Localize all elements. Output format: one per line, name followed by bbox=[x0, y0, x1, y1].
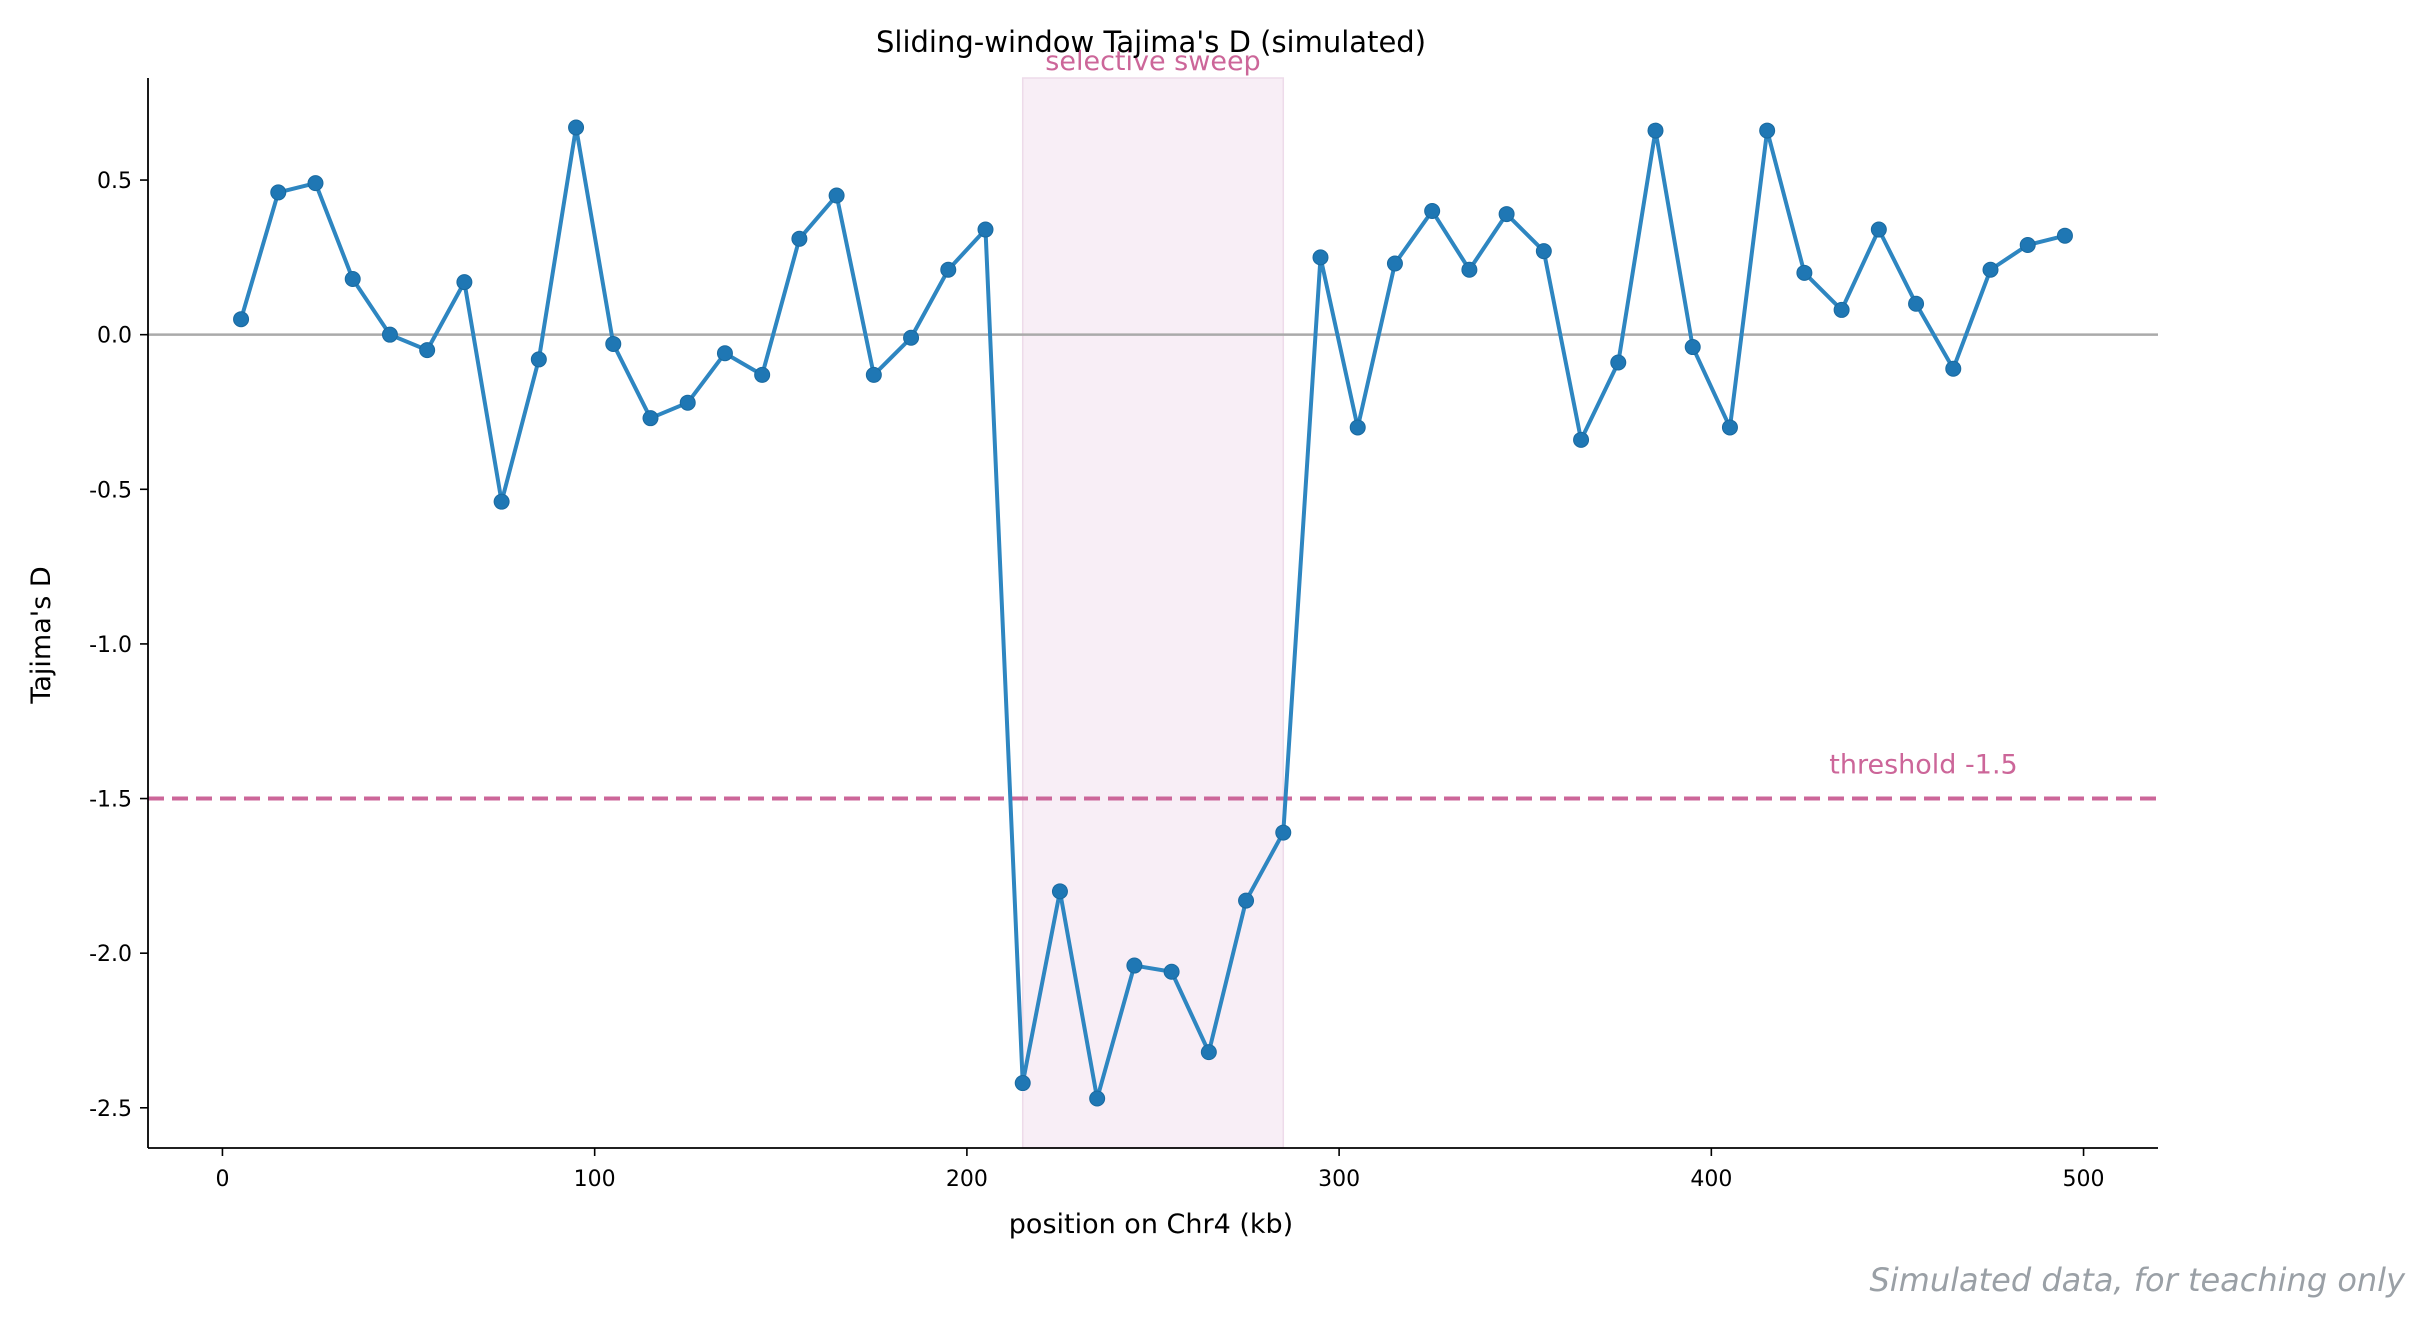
data-point bbox=[456, 274, 473, 291]
chart-title: Sliding-window Tajima's D (simulated) bbox=[876, 25, 1426, 59]
y-tick-label: -1.0 bbox=[89, 633, 132, 658]
series-tajima-d bbox=[233, 119, 2073, 1107]
data-point bbox=[791, 230, 808, 247]
y-ticks: 0.5 0.0 -0.5 -1.0 -1.5 -2.0 -2.5 bbox=[89, 169, 148, 1122]
data-point bbox=[940, 261, 957, 278]
y-tick-label: 0.0 bbox=[97, 324, 132, 349]
x-tick-label: 500 bbox=[2063, 1167, 2105, 1192]
data-point bbox=[1051, 883, 1068, 900]
data-point bbox=[1424, 202, 1441, 219]
y-tick-label: 0.5 bbox=[97, 169, 132, 194]
data-point bbox=[307, 175, 324, 192]
y-tick-label: -2.0 bbox=[89, 942, 132, 967]
data-point bbox=[1759, 122, 1776, 139]
sweep-label: selective sweep bbox=[1045, 46, 1260, 77]
y-tick-label: -1.5 bbox=[89, 788, 132, 813]
data-point bbox=[642, 410, 659, 427]
data-point bbox=[1945, 360, 1962, 377]
data-point bbox=[1312, 249, 1329, 266]
data-point bbox=[1275, 824, 1292, 841]
y-tick-label: -0.5 bbox=[89, 478, 132, 503]
data-point bbox=[530, 351, 547, 368]
data-point bbox=[754, 366, 771, 383]
data-point bbox=[1610, 354, 1627, 371]
data-point bbox=[233, 311, 250, 328]
data-point bbox=[381, 326, 398, 343]
data-point bbox=[1684, 339, 1701, 356]
data-point bbox=[2056, 227, 2073, 244]
data-point bbox=[1163, 963, 1180, 980]
data-point bbox=[1498, 206, 1515, 223]
data-point bbox=[1089, 1090, 1106, 1107]
data-point bbox=[977, 221, 994, 238]
data-point bbox=[419, 342, 436, 359]
x-tick-label: 400 bbox=[1690, 1167, 1732, 1192]
data-point bbox=[1982, 261, 1999, 278]
data-point bbox=[270, 184, 287, 201]
data-point bbox=[1461, 261, 1478, 278]
data-point bbox=[1535, 243, 1552, 260]
data-point bbox=[605, 335, 622, 352]
series-line bbox=[239, 125, 2066, 1101]
data-point bbox=[1238, 892, 1255, 909]
data-point bbox=[1200, 1044, 1217, 1061]
data-point bbox=[679, 394, 696, 411]
data-point bbox=[1386, 255, 1403, 272]
y-tick-label: -2.5 bbox=[89, 1097, 132, 1122]
data-point bbox=[1833, 301, 1850, 318]
x-axis-label: position on Chr4 (kb) bbox=[1009, 1209, 1293, 1240]
data-point bbox=[1908, 295, 1925, 312]
data-point bbox=[344, 271, 361, 288]
data-point bbox=[1573, 431, 1590, 448]
data-point bbox=[865, 366, 882, 383]
data-point bbox=[1349, 419, 1366, 436]
x-ticks: 0 100 200 300 400 500 bbox=[215, 1148, 2105, 1192]
data-point bbox=[903, 329, 920, 346]
sweep-region bbox=[1021, 77, 1285, 1149]
x-tick-label: 200 bbox=[946, 1167, 988, 1192]
data-point bbox=[1870, 221, 1887, 238]
data-point bbox=[828, 187, 845, 204]
data-point bbox=[568, 119, 585, 136]
data-point bbox=[1796, 264, 1813, 281]
threshold-label: threshold -1.5 bbox=[1829, 750, 2017, 781]
data-point bbox=[1721, 419, 1738, 436]
data-point bbox=[716, 345, 733, 362]
x-tick-label: 300 bbox=[1318, 1167, 1360, 1192]
data-point bbox=[2019, 236, 2036, 253]
data-point bbox=[1647, 122, 1664, 139]
x-tick-label: 0 bbox=[215, 1167, 229, 1192]
x-tick-label: 100 bbox=[574, 1167, 616, 1192]
data-point bbox=[1126, 957, 1143, 974]
data-point bbox=[493, 493, 510, 510]
footer-credit: Simulated data, for teaching only bbox=[1869, 1261, 2406, 1299]
data-point bbox=[1014, 1075, 1031, 1092]
y-axis-label: Tajima's D bbox=[26, 566, 57, 704]
